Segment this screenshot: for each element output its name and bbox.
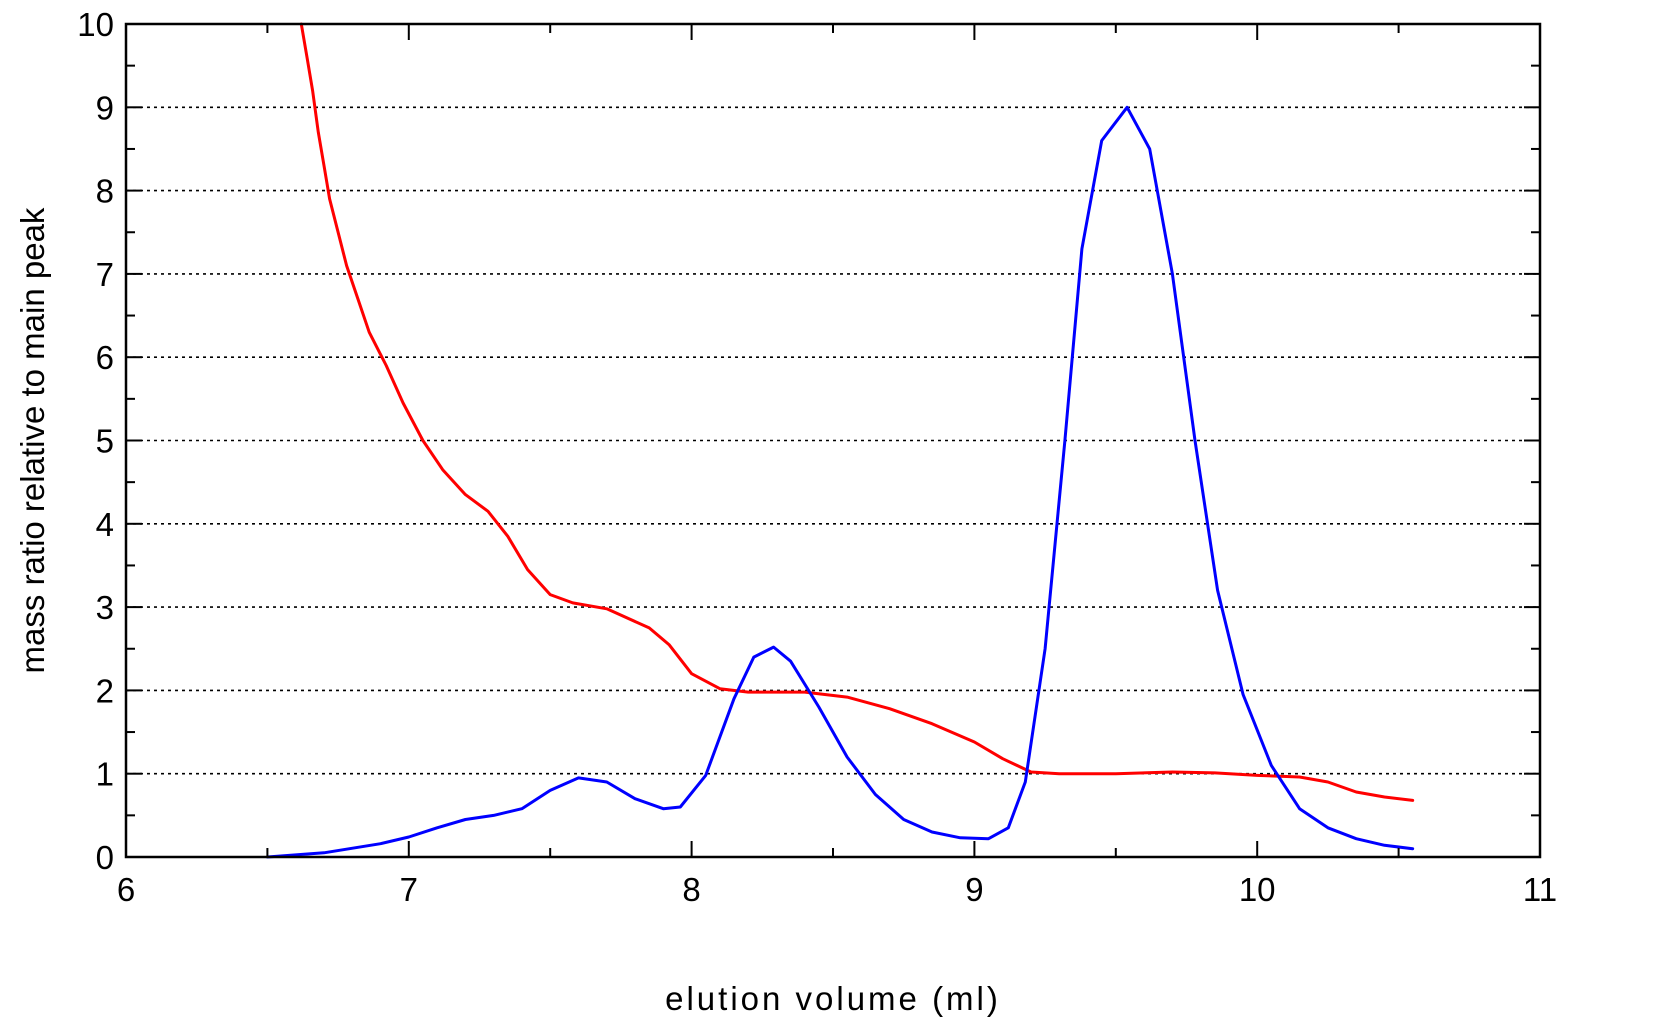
y-tick-label: 5 xyxy=(96,423,114,460)
series-line-1 xyxy=(299,22,1415,802)
y-tick-label: 1 xyxy=(96,756,114,793)
y-tick-label: 9 xyxy=(96,89,114,126)
y-tick-label: 7 xyxy=(96,256,114,293)
x-tick-label: 8 xyxy=(682,871,700,908)
x-tick-label: 11 xyxy=(1523,871,1557,908)
x-tick-label: 6 xyxy=(117,871,135,908)
axis-ticks xyxy=(125,23,1541,858)
x-tick-label: 7 xyxy=(400,871,418,908)
tick-labels: 0 1 2 3 4 5 6 7 8 9 10 6 7 8 9 10 11 xyxy=(77,6,1557,908)
y-tick-label: 10 xyxy=(77,6,114,43)
x-tick-label: 9 xyxy=(965,871,983,908)
y-tick-label: 4 xyxy=(96,506,114,543)
y-tick-label: 8 xyxy=(96,173,114,210)
series-line-2 xyxy=(265,105,1415,859)
y-axis-label: mass ratio relative to main peak xyxy=(14,207,51,673)
y-tick-label: 6 xyxy=(96,339,114,376)
x-tick-label: 10 xyxy=(1239,871,1276,908)
x-axis-label: elution volume (ml) xyxy=(665,980,1001,1017)
grid-lines xyxy=(126,106,1540,775)
y-tick-label: 2 xyxy=(96,672,114,709)
series-lines xyxy=(265,22,1415,859)
y-tick-label: 0 xyxy=(96,839,114,876)
y-tick-label: 3 xyxy=(96,589,114,626)
